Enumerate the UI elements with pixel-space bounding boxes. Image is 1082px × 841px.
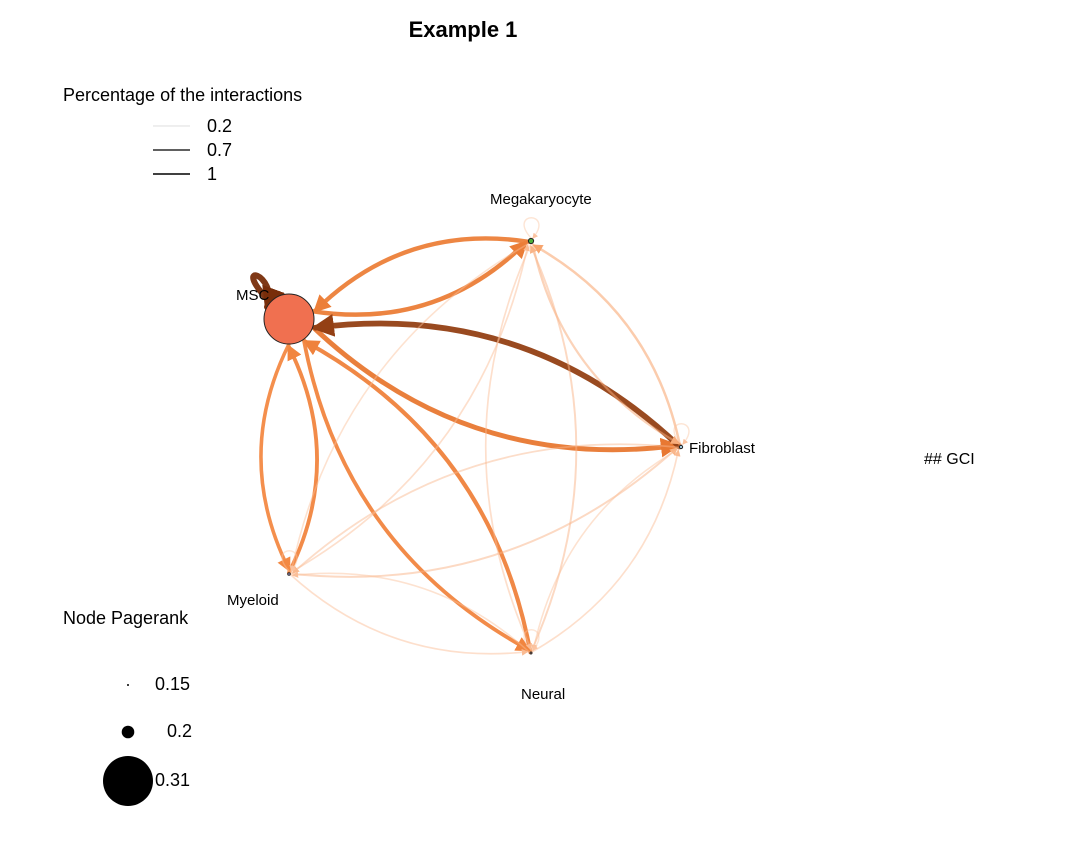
node-neural <box>529 651 533 655</box>
edge-megakaryocyte-to-fibroblast <box>531 241 680 445</box>
edge-megakaryocyte-to-neural <box>484 242 532 651</box>
edge-fibroblast-to-msc <box>311 314 683 450</box>
edge-megakaryocyte-to-myeloid <box>289 242 531 572</box>
node-fibroblast <box>678 444 684 450</box>
edge-myeloid-to-neural <box>289 573 529 656</box>
edge-width-legend-label: 1 <box>207 164 217 184</box>
node-size-legend-label: 0.31 <box>155 770 190 790</box>
edge-msc-to-fibroblast <box>310 324 681 458</box>
node-myeloid <box>287 572 291 576</box>
node-size-legend-title: Node Pagerank <box>63 608 189 628</box>
node-size-legend-circle <box>121 725 135 739</box>
edge-neural-to-fibroblast <box>530 449 681 654</box>
node-msc <box>263 293 315 345</box>
node-label-msc: MSC <box>236 287 270 304</box>
node-megakaryocyte <box>527 237 535 245</box>
edge-msc-to-megakaryocyte <box>310 240 529 317</box>
node-size-legend: Node Pagerank 0.15 0.2 0.31 <box>63 608 192 806</box>
node-label-megakaryocyte: Megakaryocyte <box>490 191 592 208</box>
edge-width-legend-label: 0.2 <box>207 116 232 136</box>
labels-layer: MSC Megakaryocyte Fibroblast Neural Myeloid <box>227 191 756 703</box>
edge-neural-to-neural <box>523 629 540 651</box>
edge-myeloid-to-fibroblast <box>289 447 678 578</box>
edge-megakaryocyte-to-megakaryocyte <box>523 217 540 239</box>
node-size-legend-circle <box>103 756 153 806</box>
node-label-fibroblast: Fibroblast <box>689 440 756 457</box>
edge-width-legend: Percentage of the interactions 0.2 0.7 1 <box>63 85 302 184</box>
node-size-legend-label: 0.15 <box>155 674 190 694</box>
edge-fibroblast-to-myeloid <box>292 443 681 574</box>
nodes-layer <box>263 237 684 655</box>
edge-neural-to-msc <box>302 339 533 655</box>
edge-myeloid-to-myeloid <box>281 550 298 572</box>
edge-neural-to-myeloid <box>291 571 531 654</box>
edge-width-legend-title: Percentage of the interactions <box>63 85 302 105</box>
edge-neural-to-megakaryocyte <box>529 245 578 653</box>
edge-myeloid-to-msc <box>287 344 319 575</box>
edge-myeloid-to-megakaryocyte <box>288 244 530 574</box>
edges-layer <box>250 217 690 656</box>
edge-msc-to-myeloid <box>259 342 291 573</box>
edge-width-legend-label: 0.7 <box>207 140 232 160</box>
edge-msc-to-neural <box>301 337 532 652</box>
edge-fibroblast-to-neural <box>531 447 681 652</box>
edge-megakaryocyte-to-msc <box>313 236 531 313</box>
figure-title: Example 1 <box>409 17 518 42</box>
node-label-neural: Neural <box>521 686 565 703</box>
node-size-legend-label: 0.2 <box>167 721 192 741</box>
edge-fibroblast-to-fibroblast <box>673 423 690 445</box>
node-label-myeloid: Myeloid <box>227 592 279 609</box>
edge-fibroblast-to-megakaryocyte <box>532 244 682 447</box>
edge-msc-to-msc <box>250 272 285 312</box>
node-size-legend-circle <box>127 684 129 686</box>
side-note: ## GCI <box>924 451 975 468</box>
